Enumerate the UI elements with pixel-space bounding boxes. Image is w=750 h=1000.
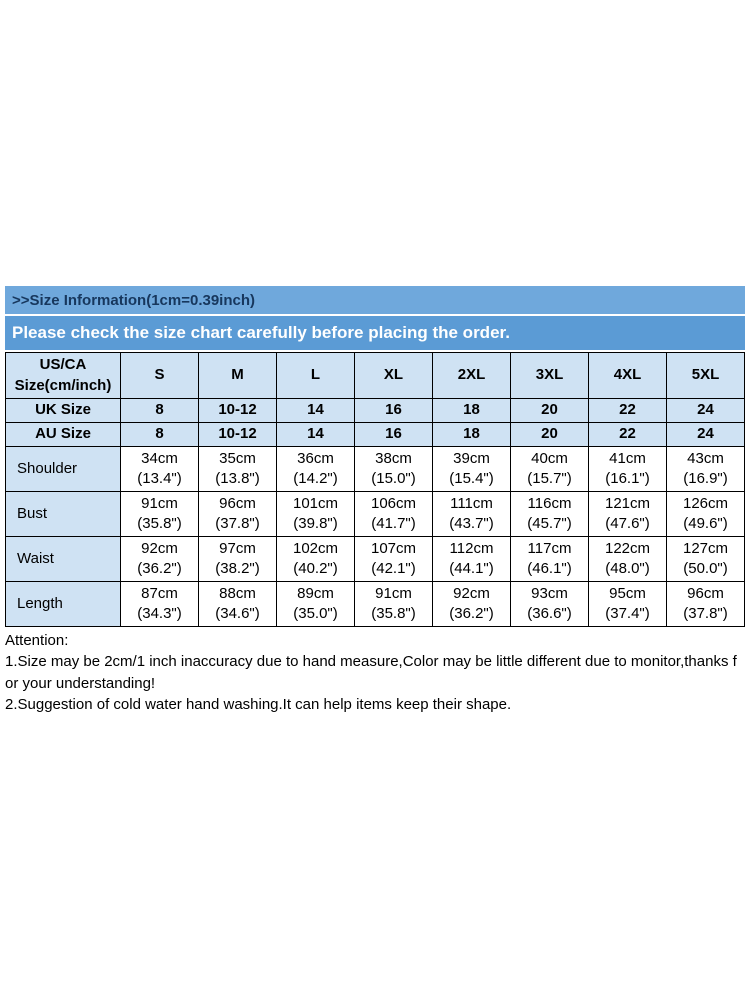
- shoulder-label: Shoulder: [5, 446, 121, 492]
- measure-cell: 39cm (15.4"): [432, 446, 511, 492]
- measure-cell: 41cm (16.1"): [588, 446, 667, 492]
- au-size-label: AU Size: [5, 422, 121, 447]
- measure-cell: 121cm (47.6"): [588, 491, 667, 537]
- measure-cell: 96cm (37.8"): [198, 491, 277, 537]
- measure-cell: 87cm (34.3"): [120, 581, 199, 627]
- bust-label: Bust: [5, 491, 121, 537]
- measure-cell: 111cm (43.7"): [432, 491, 511, 537]
- col-header-xl: XL: [354, 352, 433, 399]
- measure-cell: 101cm (39.8"): [276, 491, 355, 537]
- measure-cell: 91cm (35.8"): [354, 581, 433, 627]
- attention-section: Attention: 1.Size may be 2cm/1 inch inac…: [5, 630, 745, 715]
- shoulder-row: Shoulder 34cm (13.4") 35cm (13.8") 36cm …: [5, 446, 745, 492]
- attention-title: Attention:: [5, 632, 69, 649]
- size-cell: 14: [276, 422, 355, 447]
- size-cell: 20: [510, 422, 589, 447]
- measure-cell: 38cm (15.0"): [354, 446, 433, 492]
- measure-cell: 43cm (16.9"): [666, 446, 745, 492]
- measure-cell: 95cm (37.4"): [588, 581, 667, 627]
- length-label: Length: [5, 581, 121, 627]
- size-cell: 24: [666, 422, 745, 447]
- measure-cell: 122cm (48.0"): [588, 536, 667, 582]
- size-info-title: >>Size Information(1cm=0.39inch): [12, 291, 255, 309]
- uk-size-label: UK Size: [5, 398, 121, 423]
- measure-cell: 102cm (40.2"): [276, 536, 355, 582]
- measure-cell: 117cm (46.1"): [510, 536, 589, 582]
- measure-cell: 88cm (34.6"): [198, 581, 277, 627]
- measure-cell: 36cm (14.2"): [276, 446, 355, 492]
- col-header-5xl: 5XL: [666, 352, 745, 399]
- measure-cell: 34cm (13.4"): [120, 446, 199, 492]
- uk-size-row: UK Size 8 10-12 14 16 18 20 22 24: [5, 398, 745, 423]
- size-cell: 14: [276, 398, 355, 423]
- col-header-s: S: [120, 352, 199, 399]
- measure-cell: 106cm (41.7"): [354, 491, 433, 537]
- size-cell: 22: [588, 398, 667, 423]
- au-size-row: AU Size 8 10-12 14 16 18 20 22 24: [5, 422, 745, 447]
- size-cell: 22: [588, 422, 667, 447]
- bust-row: Bust 91cm (35.8") 96cm (37.8") 101cm (39…: [5, 491, 745, 537]
- measure-cell: 40cm (15.7"): [510, 446, 589, 492]
- measure-cell: 126cm (49.6"): [666, 491, 745, 537]
- col-header-3xl: 3XL: [510, 352, 589, 399]
- measure-cell: 89cm (35.0"): [276, 581, 355, 627]
- measure-cell: 116cm (45.7"): [510, 491, 589, 537]
- notice-bar: Please check the size chart carefully be…: [5, 316, 745, 350]
- table-header-row: US/CA Size(cm/inch) S M L XL 2XL 3XL 4XL…: [5, 352, 745, 399]
- attention-line-2: 2.Suggestion of cold water hand washing.…: [5, 695, 512, 713]
- measure-cell: 92cm (36.2"): [432, 581, 511, 627]
- measure-cell: 93cm (36.6"): [510, 581, 589, 627]
- size-cell: 8: [120, 398, 199, 423]
- measure-cell: 107cm (42.1"): [354, 536, 433, 582]
- size-cell: 18: [432, 398, 511, 423]
- size-cell: 16: [354, 398, 433, 423]
- notice-text: Please check the size chart carefully be…: [12, 323, 510, 342]
- size-cell: 18: [432, 422, 511, 447]
- measure-cell: 92cm (36.2"): [120, 536, 199, 582]
- size-cell: 20: [510, 398, 589, 423]
- corner-header: US/CA Size(cm/inch): [5, 352, 121, 399]
- col-header-2xl: 2XL: [432, 352, 511, 399]
- size-chart-content: >>Size Information(1cm=0.39inch) Please …: [5, 286, 745, 715]
- col-header-4xl: 4XL: [588, 352, 667, 399]
- waist-row: Waist 92cm (36.2") 97cm (38.2") 102cm (4…: [5, 536, 745, 582]
- attention-line-1: 1.Size may be 2cm/1 inch inaccuracy due …: [5, 653, 737, 692]
- measure-cell: 97cm (38.2"): [198, 536, 277, 582]
- col-header-m: M: [198, 352, 277, 399]
- size-cell: 24: [666, 398, 745, 423]
- size-cell: 8: [120, 422, 199, 447]
- size-cell: 16: [354, 422, 433, 447]
- waist-label: Waist: [5, 536, 121, 582]
- measure-cell: 112cm (44.1"): [432, 536, 511, 582]
- length-row: Length 87cm (34.3") 88cm (34.6") 89cm (3…: [5, 581, 745, 627]
- col-header-l: L: [276, 352, 355, 399]
- measure-cell: 96cm (37.8"): [666, 581, 745, 627]
- measure-cell: 35cm (13.8"): [198, 446, 277, 492]
- size-cell: 10-12: [198, 422, 277, 447]
- measure-cell: 91cm (35.8"): [120, 491, 199, 537]
- measure-cell: 127cm (50.0"): [666, 536, 745, 582]
- size-info-bar: >>Size Information(1cm=0.39inch): [5, 286, 745, 314]
- size-cell: 10-12: [198, 398, 277, 423]
- size-table: US/CA Size(cm/inch) S M L XL 2XL 3XL 4XL…: [5, 352, 745, 627]
